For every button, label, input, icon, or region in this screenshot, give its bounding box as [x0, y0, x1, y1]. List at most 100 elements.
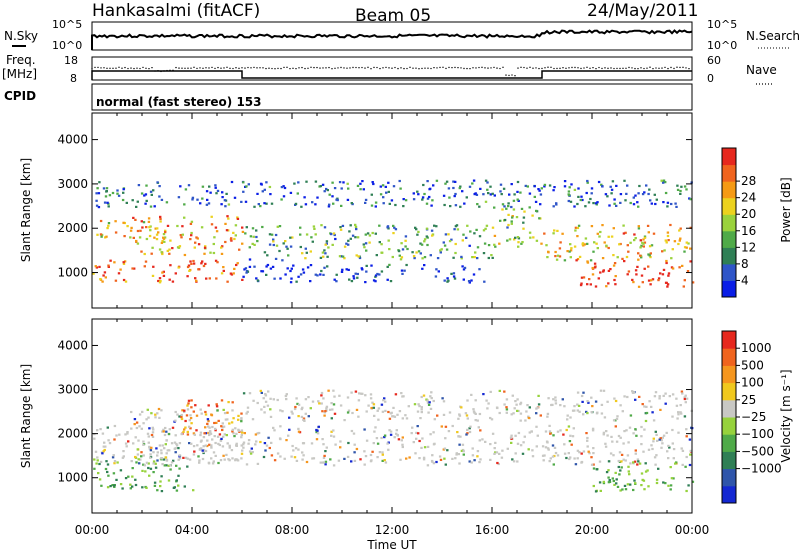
heat-cell [460, 257, 463, 260]
nave-point [403, 67, 405, 70]
heat-cell [589, 259, 593, 262]
heat-cell [415, 228, 418, 231]
heat-cell [632, 281, 635, 284]
nave-point [679, 66, 681, 69]
heat-cell [574, 463, 578, 466]
heat-cell [292, 264, 295, 267]
nave-point [376, 66, 378, 69]
heat-cell [148, 226, 151, 229]
heat-cell [660, 439, 663, 442]
nave-point [208, 67, 210, 69]
heat-cell [636, 458, 640, 461]
heat-cell [367, 404, 370, 407]
heat-cell [381, 453, 384, 456]
heat-cell [613, 397, 616, 400]
heat-cell [586, 439, 589, 442]
heat-cell [204, 426, 207, 429]
heat-cell [341, 224, 345, 227]
heat-cell [103, 271, 107, 274]
heat-cell [147, 217, 151, 220]
nave-point [343, 67, 345, 69]
heat-cell [445, 248, 449, 251]
nave-point [301, 66, 303, 69]
heat-cell [256, 192, 259, 195]
heat-cell [661, 442, 664, 445]
heat-cell [547, 397, 550, 400]
heat-cell [649, 199, 652, 202]
heat-cell [658, 438, 661, 441]
heat-cell [206, 439, 209, 442]
heat-cell [685, 428, 688, 431]
heat-cell [161, 463, 164, 466]
nave-point [241, 67, 243, 69]
heat-cell [620, 460, 623, 463]
heat-cell [159, 220, 162, 223]
heat-cell [174, 272, 177, 275]
nave-point [439, 66, 441, 69]
heat-cell [152, 428, 155, 431]
heat-cell [612, 254, 615, 257]
heat-cell [673, 240, 677, 243]
heat-cell [638, 395, 641, 398]
heat-cell [419, 242, 422, 245]
heat-cell [399, 187, 402, 190]
heat-cell [164, 456, 167, 459]
heat-cell [130, 427, 133, 430]
heat-cell [423, 446, 427, 449]
heat-cell [430, 397, 433, 400]
heat-cell [190, 231, 193, 235]
heat-cell [151, 431, 155, 434]
heat-cell [220, 425, 223, 428]
heat-cell [207, 425, 210, 428]
heat-cell [680, 390, 684, 393]
heat-cell [401, 272, 404, 275]
heat-cell [291, 412, 294, 415]
heat-cell [442, 413, 446, 416]
nave-point [289, 67, 291, 70]
heat-cell [231, 428, 234, 431]
heat-cell [372, 442, 375, 445]
nave-point [145, 67, 147, 69]
heat-cell [669, 466, 672, 469]
heat-cell [441, 397, 444, 400]
heat-cell [603, 241, 606, 244]
heat-cell [340, 255, 343, 258]
heat-cell [387, 448, 390, 451]
heat-cell [401, 443, 404, 446]
heat-cell [634, 452, 637, 455]
heat-cell [95, 199, 98, 202]
heat-cell [224, 418, 228, 421]
heat-cell [138, 236, 142, 239]
heat-cell [333, 395, 336, 398]
heat-cell [148, 427, 151, 430]
heat-cell [614, 425, 617, 428]
heat-cell [340, 187, 343, 190]
heat-cell [150, 193, 153, 196]
colorbar-segment [722, 263, 736, 281]
heat-cell [513, 193, 516, 196]
heat-cell [364, 198, 368, 201]
heat-cell [350, 391, 353, 394]
heat-cell [543, 183, 547, 186]
heat-cell [136, 448, 139, 451]
nave-point [388, 67, 390, 69]
heat-cell [476, 257, 479, 260]
colorbar-segment [722, 468, 736, 487]
heat-cell [684, 394, 687, 397]
heat-cell [582, 450, 586, 453]
heat-cell [585, 191, 588, 195]
heat-cell [459, 185, 462, 188]
heat-cell [505, 411, 508, 414]
heat-cell [293, 182, 296, 185]
heat-cell [241, 242, 244, 245]
velocity-colorbar-label: Velocity [m s⁻¹] [779, 369, 793, 462]
heat-cell [248, 258, 252, 261]
nave-point [211, 66, 213, 69]
heat-cell [553, 454, 556, 458]
heat-cell [559, 241, 562, 244]
heat-cell [556, 454, 560, 457]
nave-point [283, 66, 285, 69]
heat-cell [610, 435, 613, 438]
heat-cell [429, 395, 432, 398]
heat-cell [606, 195, 609, 198]
